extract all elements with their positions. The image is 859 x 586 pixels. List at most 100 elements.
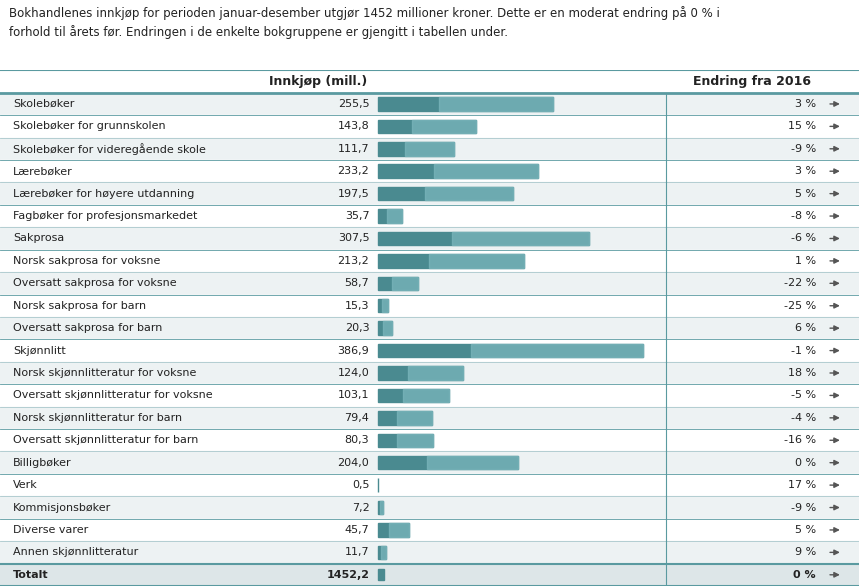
Text: 213,2: 213,2 <box>338 256 369 266</box>
Bar <box>378 209 402 223</box>
Text: Skolebøker: Skolebøker <box>13 99 74 109</box>
Bar <box>430 254 524 268</box>
Bar <box>0 205 859 227</box>
Text: Norsk sakprosa for barn: Norsk sakprosa for barn <box>13 301 146 311</box>
Bar <box>378 546 386 559</box>
Bar <box>405 142 454 155</box>
Bar <box>378 97 553 111</box>
Text: 20,3: 20,3 <box>344 323 369 333</box>
Text: Oversatt sakprosa for voksne: Oversatt sakprosa for voksne <box>13 278 176 288</box>
Text: -25 %: -25 % <box>783 301 816 311</box>
Text: -4 %: -4 % <box>791 413 816 423</box>
Bar <box>378 523 409 537</box>
Bar <box>471 344 643 357</box>
Text: -8 %: -8 % <box>791 211 816 221</box>
Bar <box>378 501 383 515</box>
Text: 111,7: 111,7 <box>338 144 369 154</box>
Bar <box>403 389 448 402</box>
Text: Annen skjønnlitteratur: Annen skjønnlitteratur <box>13 547 138 557</box>
Text: Diverse varer: Diverse varer <box>13 525 88 535</box>
Text: 204,0: 204,0 <box>338 458 369 468</box>
Bar <box>0 93 859 115</box>
Text: 255,5: 255,5 <box>338 99 369 109</box>
Bar <box>397 411 432 425</box>
Text: 307,5: 307,5 <box>338 233 369 243</box>
Text: Skolebøker for grunnskolen: Skolebøker for grunnskolen <box>13 121 166 131</box>
Text: -1 %: -1 % <box>791 346 816 356</box>
Text: 0 %: 0 % <box>795 458 816 468</box>
Text: Totalt: Totalt <box>13 570 48 580</box>
Text: 80,3: 80,3 <box>344 435 369 445</box>
Text: 35,7: 35,7 <box>344 211 369 221</box>
Bar <box>0 272 859 295</box>
Text: Lærebøker: Lærebøker <box>13 166 73 176</box>
Text: Innkjøp (mill.): Innkjøp (mill.) <box>269 75 367 88</box>
Text: 15,3: 15,3 <box>344 301 369 311</box>
Bar <box>0 429 859 451</box>
Bar <box>427 456 518 469</box>
Bar <box>452 231 588 245</box>
Bar <box>392 277 418 290</box>
Text: Bokhandlenes innkjøp for perioden januar-desember utgjør 1452 millioner kroner. : Bokhandlenes innkjøp for perioden januar… <box>9 6 720 39</box>
Bar <box>378 366 463 380</box>
Bar <box>378 165 538 178</box>
Text: 0,5: 0,5 <box>352 480 369 490</box>
Bar <box>378 254 524 268</box>
Text: -16 %: -16 % <box>784 435 816 445</box>
Text: 386,9: 386,9 <box>338 346 369 356</box>
Text: Verk: Verk <box>13 480 38 490</box>
Text: 3 %: 3 % <box>795 166 816 176</box>
Bar <box>0 138 859 160</box>
Bar <box>412 120 477 133</box>
Bar <box>425 187 514 200</box>
Bar <box>380 501 383 515</box>
Bar <box>383 322 392 335</box>
Text: Fagbøker for profesjonsmarkedet: Fagbøker for profesjonsmarkedet <box>13 211 198 221</box>
Bar <box>0 339 859 362</box>
Bar <box>387 209 402 223</box>
Bar <box>0 250 859 272</box>
Bar <box>378 299 388 312</box>
Text: Skjønnlitt: Skjønnlitt <box>13 346 65 356</box>
Bar <box>0 115 859 138</box>
Text: Oversatt skjønnlitteratur for barn: Oversatt skjønnlitteratur for barn <box>13 435 198 445</box>
Text: 58,7: 58,7 <box>344 278 369 288</box>
Bar <box>381 299 388 312</box>
Text: -6 %: -6 % <box>791 233 816 243</box>
Bar <box>397 434 433 447</box>
Bar <box>0 70 859 93</box>
Bar <box>0 227 859 250</box>
Bar <box>389 523 409 537</box>
Bar <box>0 295 859 317</box>
Text: 11,7: 11,7 <box>344 547 369 557</box>
Bar <box>0 519 859 541</box>
Bar <box>434 165 538 178</box>
Text: 3 %: 3 % <box>795 99 816 109</box>
Text: 143,8: 143,8 <box>338 121 369 131</box>
Bar <box>378 456 518 469</box>
Text: 1 %: 1 % <box>795 256 816 266</box>
Bar <box>0 384 859 407</box>
Bar <box>378 344 643 357</box>
Text: 103,1: 103,1 <box>338 390 369 400</box>
Text: Skolebøker for videregående skole: Skolebøker for videregående skole <box>13 143 206 155</box>
Text: Norsk sakprosa for voksne: Norsk sakprosa for voksne <box>13 256 161 266</box>
Bar <box>0 496 859 519</box>
Text: 124,0: 124,0 <box>338 368 369 378</box>
Text: Kommisjonsbøker: Kommisjonsbøker <box>13 503 111 513</box>
Bar <box>378 411 432 425</box>
Bar <box>0 474 859 496</box>
Text: 1452,2: 1452,2 <box>326 570 369 580</box>
Bar <box>408 366 463 380</box>
Text: 5 %: 5 % <box>795 525 816 535</box>
Bar <box>378 434 433 447</box>
Text: 45,7: 45,7 <box>344 525 369 535</box>
Bar <box>381 546 386 559</box>
Bar <box>378 569 384 580</box>
Bar <box>0 451 859 474</box>
Text: 79,4: 79,4 <box>344 413 369 423</box>
Bar <box>378 120 477 133</box>
Bar <box>0 541 859 564</box>
Text: 6 %: 6 % <box>795 323 816 333</box>
Bar <box>378 277 418 290</box>
